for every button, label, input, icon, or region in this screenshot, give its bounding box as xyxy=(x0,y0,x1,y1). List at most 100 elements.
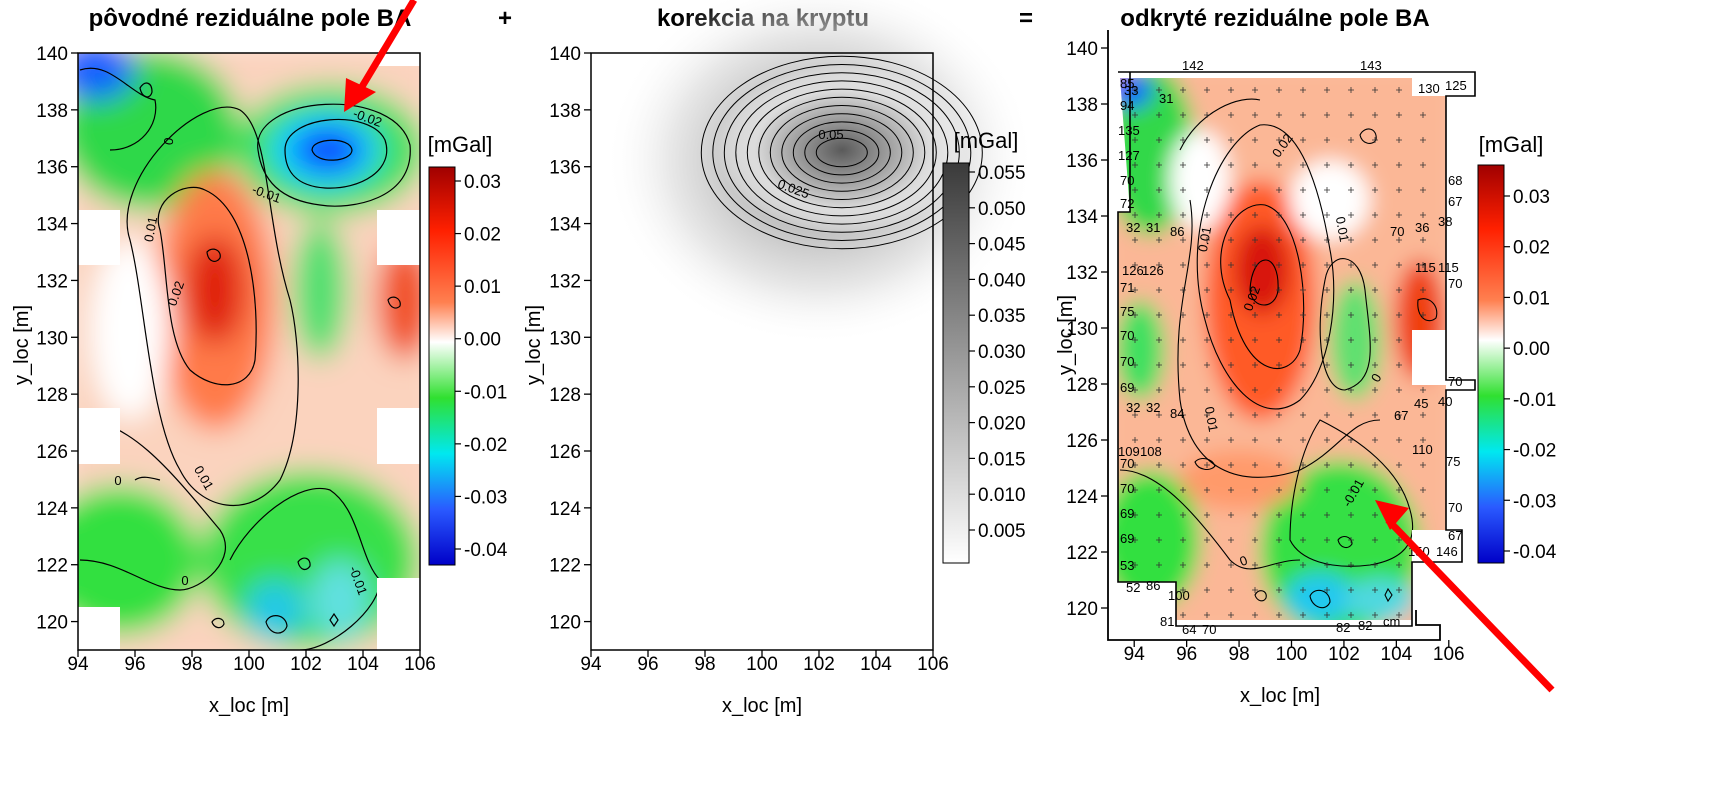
wall-thickness-label: 75 xyxy=(1120,304,1134,319)
panel3-ylabel: y_loc [m] xyxy=(1055,295,1077,375)
panel2-y-axis: 120 122 124 126 128 130 132 134 136 138 140 xyxy=(549,44,591,634)
station-marker xyxy=(1300,412,1306,418)
wall-thickness-label: 67 xyxy=(1448,194,1462,209)
x-tick-label: 104 xyxy=(860,654,892,675)
x-tick-label: 104 xyxy=(347,654,379,675)
station-marker xyxy=(1348,587,1354,593)
station-marker xyxy=(1276,587,1282,593)
station-marker xyxy=(1132,312,1138,318)
colorbar-tick-label: 0.01 xyxy=(1513,288,1550,309)
colorbar-tick-label: 0.020 xyxy=(978,414,1026,435)
station-marker xyxy=(1372,412,1378,418)
station-marker xyxy=(1420,337,1426,343)
y-tick-label: 130 xyxy=(549,328,581,349)
panel1-colorbar-ticks: 0.03 0.02 0.01 0.00 -0.01 -0.02 -0.03 -0.04 xyxy=(455,172,508,561)
y-tick-label: 126 xyxy=(36,442,68,463)
wall-thickness-label: 126 xyxy=(1122,263,1144,278)
station-marker xyxy=(1276,362,1282,368)
station-marker xyxy=(1348,312,1354,318)
station-marker xyxy=(1348,462,1354,468)
wall-thickness-label: 70 xyxy=(1390,224,1404,239)
station-marker xyxy=(1228,612,1234,618)
station-marker xyxy=(1300,437,1306,443)
station-marker xyxy=(1324,412,1330,418)
colorbar-tick-label: 0.040 xyxy=(978,270,1026,291)
x-tick-label: 98 xyxy=(181,654,202,675)
station-marker xyxy=(1348,162,1354,168)
colorbar-tick-label: -0.02 xyxy=(1513,441,1556,462)
station-marker xyxy=(1132,537,1138,543)
wall-thickness-label: 82 xyxy=(1336,620,1350,635)
station-marker xyxy=(1252,362,1258,368)
station-marker xyxy=(1204,162,1210,168)
station-marker xyxy=(1300,312,1306,318)
station-marker xyxy=(1324,437,1330,443)
station-marker xyxy=(1276,562,1282,568)
station-marker xyxy=(1228,287,1234,293)
station-marker xyxy=(1276,337,1282,343)
station-marker xyxy=(1252,512,1258,518)
contour-label: 0.01 xyxy=(1333,215,1352,243)
station-marker xyxy=(1300,137,1306,143)
station-marker xyxy=(1252,537,1258,543)
station-marker xyxy=(1180,412,1186,418)
station-marker xyxy=(1204,287,1210,293)
contour-line xyxy=(723,72,960,233)
wall-thickness-label: 86 xyxy=(1170,224,1184,239)
y-tick-label: 136 xyxy=(36,158,68,179)
station-marker xyxy=(1396,237,1402,243)
contour-label: 0 xyxy=(1237,552,1249,569)
wall-thickness-label: 81 xyxy=(1160,614,1174,629)
station-marker xyxy=(1204,337,1210,343)
station-marker xyxy=(1228,512,1234,518)
station-marker xyxy=(1300,462,1306,468)
station-marker xyxy=(1372,487,1378,493)
wall-thickness-label: 69 xyxy=(1120,380,1134,395)
station-marker xyxy=(1348,362,1354,368)
station-marker xyxy=(1276,312,1282,318)
station-marker xyxy=(1300,262,1306,268)
x-tick-label: 94 xyxy=(67,654,89,675)
station-marker xyxy=(1348,87,1354,93)
colorbar-tick-label: -0.04 xyxy=(1513,542,1557,563)
station-marker xyxy=(1228,87,1234,93)
panel3-y-axis: 120 122 124 126 128 130 132 134 136 138 140 xyxy=(1066,39,1108,620)
station-marker xyxy=(1156,412,1162,418)
station-marker xyxy=(1420,487,1426,493)
station-marker xyxy=(1372,212,1378,218)
y-tick-label: 134 xyxy=(1066,207,1098,228)
station-marker xyxy=(1300,512,1306,518)
panel3-colorbar-ticks: 0.03 0.02 0.01 0.00 -0.01 -0.02 -0.03 -0.04 xyxy=(1504,187,1557,563)
station-marker xyxy=(1180,337,1186,343)
station-marker xyxy=(1324,312,1330,318)
panel-original-residual-field: pôvodné reziduálne pole BA xyxy=(11,5,508,717)
station-marker xyxy=(1324,587,1330,593)
station-marker xyxy=(1252,412,1258,418)
station-marker xyxy=(1228,437,1234,443)
station-marker xyxy=(1348,137,1354,143)
station-marker xyxy=(1156,462,1162,468)
station-marker xyxy=(1228,187,1234,193)
contour-line xyxy=(700,55,983,250)
station-marker xyxy=(1252,437,1258,443)
wall-thickness-label: 127 xyxy=(1118,148,1140,163)
station-marker xyxy=(1252,187,1258,193)
station-marker xyxy=(1324,462,1330,468)
station-marker xyxy=(1276,262,1282,268)
station-marker xyxy=(1300,212,1306,218)
colorbar-tick-label: 0.03 xyxy=(464,172,501,193)
station-marker xyxy=(1132,362,1138,368)
y-tick-label: 134 xyxy=(36,215,68,236)
contour-line xyxy=(804,129,880,176)
station-marker xyxy=(1204,462,1210,468)
panel-uncovered-residual-field: odkryté reziduálne pole BA xyxy=(1055,5,1557,707)
station-marker xyxy=(1324,387,1330,393)
wall-thickness-label: 32 xyxy=(1126,220,1140,235)
station-marker xyxy=(1132,237,1138,243)
station-marker xyxy=(1132,212,1138,218)
station-marker xyxy=(1348,237,1354,243)
station-marker xyxy=(1420,537,1426,543)
y-tick-label: 138 xyxy=(1066,95,1098,116)
station-marker xyxy=(1372,87,1378,93)
station-marker xyxy=(1180,437,1186,443)
